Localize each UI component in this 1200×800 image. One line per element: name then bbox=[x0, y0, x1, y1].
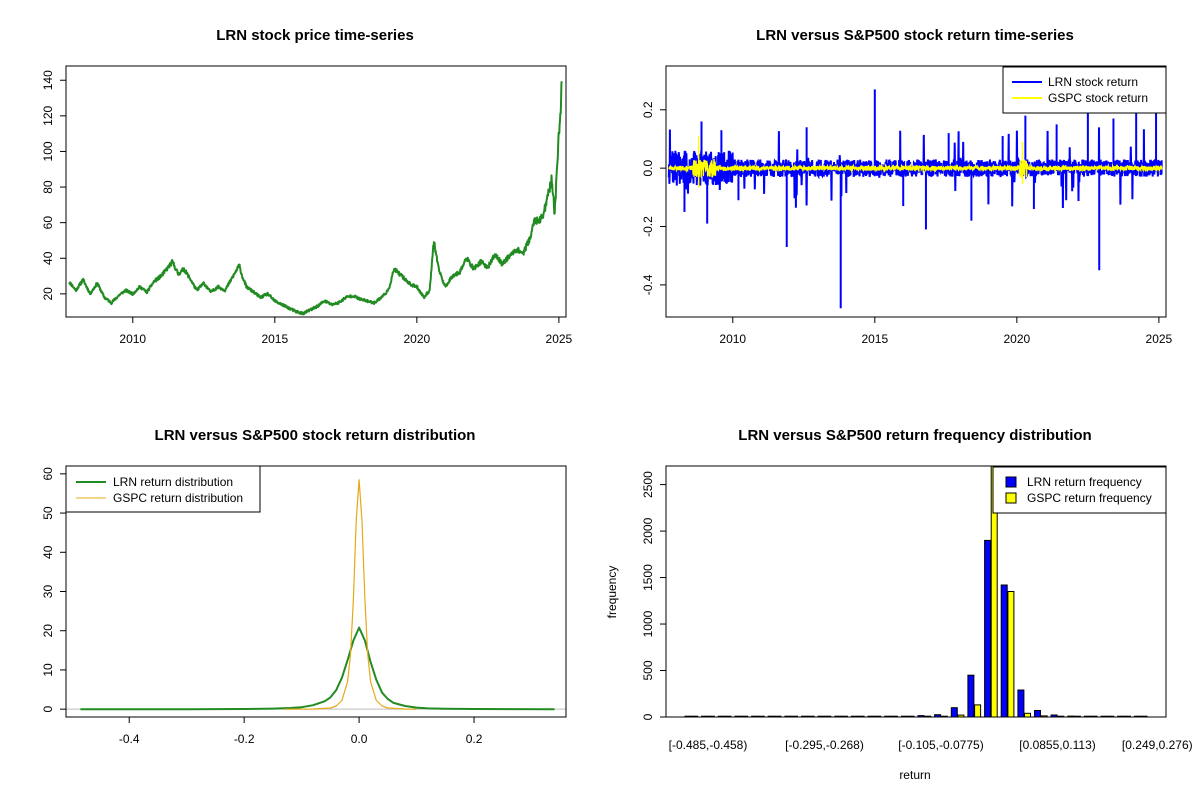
histogram-chart-panel: LRN versus S&P500 return frequency distr… bbox=[605, 427, 1193, 782]
gspc-frequency-bar bbox=[1024, 712, 1031, 718]
price-plot-marks: 2010 2015 2020 2025 20 40 60 80 100 120 140 bbox=[41, 70, 573, 346]
price-y-tick-label: 80 bbox=[41, 180, 55, 194]
histogram-y-tick-label: 500 bbox=[641, 660, 655, 680]
histogram-x-category-label: [-0.485,-0.458) bbox=[669, 738, 748, 752]
returns-chart-title: LRN versus S&P500 stock return time-seri… bbox=[756, 27, 1074, 44]
density-plot-frame bbox=[65, 465, 567, 718]
density-chart-panel: LRN versus S&P500 stock return distribut… bbox=[41, 427, 567, 746]
price-y-tick-label: 100 bbox=[41, 141, 55, 161]
histogram-legend-lrn-label: LRN return frequency bbox=[1027, 475, 1142, 489]
density-y-tick-label: 10 bbox=[41, 663, 55, 677]
histogram-y-tick-label: 1000 bbox=[641, 610, 655, 637]
returns-y-tick-label: -0.2 bbox=[641, 216, 655, 237]
gspc-frequency-bar bbox=[1007, 591, 1015, 718]
returns-legend: LRN stock return GSPC stock return bbox=[1002, 66, 1167, 114]
histogram-y-axis-label: frequency bbox=[605, 566, 619, 619]
density-x-tick-label: -0.2 bbox=[234, 732, 255, 746]
lrn-frequency-bar bbox=[984, 539, 992, 718]
density-legend: LRN return distribution GSPC return dist… bbox=[65, 465, 261, 513]
density-y-tick-label: 50 bbox=[41, 506, 55, 520]
returns-legend-gspc-label: GSPC stock return bbox=[1048, 91, 1148, 105]
histogram-y-tick-label: 2000 bbox=[641, 517, 655, 544]
returns-x-tick-label: 2020 bbox=[1004, 332, 1031, 346]
lrn-density-line bbox=[80, 626, 555, 711]
density-legend-gspc-label: GSPC return distribution bbox=[113, 491, 243, 505]
returns-legend-box bbox=[1002, 66, 1167, 114]
histogram-x-category-label: [0.0855,0.113) bbox=[1019, 738, 1096, 752]
histogram-x-category-label: [0.249,0.276) bbox=[1122, 738, 1193, 752]
density-y-tick-label: 20 bbox=[41, 624, 55, 638]
price-y-tick-label: 20 bbox=[41, 287, 55, 301]
density-x-tick-label: -0.4 bbox=[119, 732, 140, 746]
density-y-tick-label: 0 bbox=[41, 706, 55, 713]
histogram-x-category-label: [-0.295,-0.268) bbox=[785, 738, 864, 752]
histogram-legend-gspc-label: GSPC return frequency bbox=[1027, 491, 1152, 505]
histogram-x-category-label: [-0.105,-0.0775) bbox=[898, 738, 983, 752]
density-legend-lrn-label: LRN return distribution bbox=[113, 475, 233, 489]
histogram-y-tick-label: 2500 bbox=[641, 471, 655, 498]
returns-chart-panel: LRN versus S&P500 stock return time-seri… bbox=[641, 27, 1173, 346]
price-chart-title: LRN stock price time-series bbox=[216, 27, 414, 44]
returns-x-tick-label: 2010 bbox=[719, 332, 746, 346]
lrn-frequency-bar bbox=[1000, 584, 1008, 718]
returns-plot-marks: 2010 2015 2020 2025 -0.4 -0.2 0.0 0.2 bbox=[641, 89, 1173, 346]
returns-y-tick-label: -0.4 bbox=[641, 274, 655, 295]
gspc-return-series-line bbox=[668, 158, 1163, 179]
lrn-frequency-bar bbox=[1017, 689, 1025, 718]
returns-x-tick-label: 2015 bbox=[861, 332, 888, 346]
density-y-tick-label: 60 bbox=[41, 467, 55, 481]
price-x-tick-label: 2020 bbox=[404, 332, 431, 346]
gspc-density-line bbox=[284, 479, 417, 710]
gspc-frequency-bar bbox=[974, 704, 982, 718]
density-x-tick-label: 0.2 bbox=[466, 732, 483, 746]
price-x-tick-label: 2015 bbox=[261, 332, 288, 346]
density-y-tick-label: 40 bbox=[41, 545, 55, 559]
returns-plot-frame bbox=[665, 65, 1167, 318]
histogram-chart-title: LRN versus S&P500 return frequency distr… bbox=[738, 427, 1091, 444]
price-y-tick-label: 140 bbox=[41, 70, 55, 90]
price-plot-frame bbox=[65, 65, 567, 318]
density-legend-box bbox=[65, 465, 261, 513]
price-y-tick-label: 60 bbox=[41, 216, 55, 230]
histogram-y-tick-label: 0 bbox=[641, 713, 655, 720]
histogram-legend-lrn-swatch bbox=[1005, 476, 1017, 488]
density-chart-title: LRN versus S&P500 stock return distribut… bbox=[155, 427, 476, 444]
histogram-y-tick-label: 1500 bbox=[641, 564, 655, 591]
histogram-legend-box bbox=[992, 466, 1167, 514]
histogram-plot-frame bbox=[665, 465, 1167, 718]
lrn-frequency-bar bbox=[1034, 710, 1041, 718]
density-x-tick-label: 0.0 bbox=[351, 732, 368, 746]
price-y-tick-label: 40 bbox=[41, 251, 55, 265]
price-x-tick-label: 2025 bbox=[546, 332, 573, 346]
histogram-legend-gspc-swatch bbox=[1005, 492, 1017, 504]
price-x-tick-label: 2010 bbox=[119, 332, 146, 346]
histogram-legend: LRN return frequency GSPC return frequen… bbox=[992, 466, 1167, 514]
returns-legend-lrn-label: LRN stock return bbox=[1048, 75, 1138, 89]
lrn-frequency-bar bbox=[967, 674, 975, 718]
price-chart-panel: LRN stock price time-series 2010 2015 2020… bbox=[41, 27, 573, 346]
histogram-x-axis-label: return bbox=[899, 768, 930, 782]
lrn-frequency-bar bbox=[950, 707, 958, 718]
price-y-tick-label: 120 bbox=[41, 106, 55, 126]
density-y-tick-label: 30 bbox=[41, 585, 55, 599]
returns-y-tick-label: 0.2 bbox=[641, 101, 655, 118]
returns-x-tick-label: 2025 bbox=[1146, 332, 1173, 346]
returns-y-tick-label: 0.0 bbox=[641, 159, 655, 176]
price-series-line bbox=[68, 81, 563, 316]
